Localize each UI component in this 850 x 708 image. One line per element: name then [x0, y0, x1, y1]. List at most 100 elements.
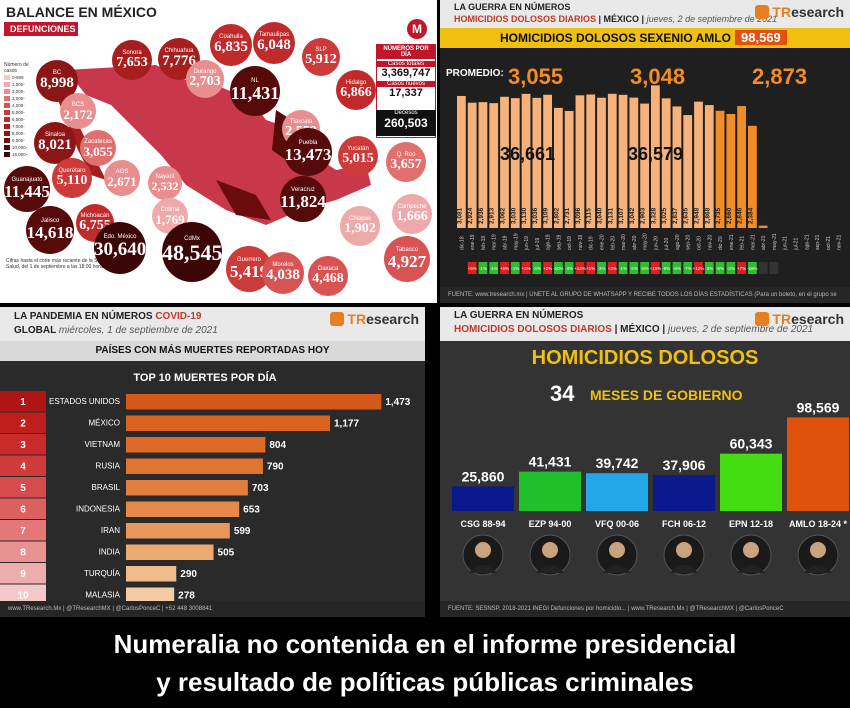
country-bar [126, 566, 177, 582]
daily-bar-value: 3,042 [629, 207, 636, 224]
pct-change-value: -3% [727, 266, 735, 271]
daily-month-label: ene-19 [470, 234, 476, 250]
daily-bar-value: 2,846 [737, 207, 744, 224]
state-name: Edo. México [103, 234, 137, 241]
state-circle: Tamaulipas 6,048 [253, 22, 295, 64]
country-value: 1,177 [334, 419, 359, 430]
state-deaths-value: 2,172 [63, 106, 93, 122]
rank-number: 6 [20, 505, 26, 516]
daily-month-label: abr-21 [761, 235, 767, 250]
pct-change-value: -1% [490, 266, 498, 271]
pct-change-value: +15% [650, 266, 662, 271]
sexenio-header-date: jueves, 2 de septiembre de 2021 [667, 324, 814, 335]
state-deaths-value: 6,866 [340, 84, 372, 100]
sexenio-period-label: EPN 12-18 [729, 519, 773, 529]
country-label: BRASIL [92, 483, 121, 492]
state-name: Hidalgo [345, 79, 367, 86]
country-label: MÉXICO [88, 419, 120, 428]
portrait-suit-icon [670, 565, 698, 573]
state-deaths-value: 14,618 [26, 222, 74, 242]
daily-bar [575, 95, 585, 228]
pct-change-value: +13% [574, 266, 586, 271]
rank-number: 9 [20, 569, 26, 580]
state-circle: BCS 2,172 [60, 93, 96, 129]
pct-change-cell [748, 262, 757, 274]
daily-month-label: feb-20 [610, 236, 616, 250]
daily-bar [694, 101, 703, 228]
daily-bar-value: 3,107 [618, 207, 625, 224]
state-deaths-value: 30,640 [94, 239, 147, 261]
covid-chart-title: TOP 10 MUERTES POR DÍA [133, 371, 276, 384]
country-label: VIETNAM [84, 440, 120, 449]
state-name: Zacatecas [84, 138, 112, 145]
sexenio-bar-value: 98,569 [797, 399, 840, 415]
state-deaths-value: 13,473 [284, 144, 332, 164]
daily-month-label: dic-20 [718, 236, 724, 250]
daily-bar [554, 107, 563, 228]
pct-change-value: -9% [662, 266, 670, 271]
country-label: MALASIA [85, 591, 120, 600]
sexenio-period-label: EZP 94-00 [529, 519, 572, 529]
daily-month-label: jul-20 [664, 238, 670, 251]
country-label: INDONESIA [76, 505, 121, 514]
daily-bar [651, 85, 660, 228]
state-deaths-value: 1,769 [155, 211, 185, 227]
country-bar [126, 394, 382, 410]
state-deaths-value: 4,468 [312, 270, 344, 286]
legend-swatch [4, 89, 10, 94]
pct-change-value: -3% [705, 266, 713, 271]
daily-header-red: HOMICIDIOS DOLOSOS DIARIOS [454, 14, 597, 24]
daily-bar-value: 3,131 [607, 207, 614, 224]
state-circle: Michoacán 6,755 [76, 204, 114, 242]
state-name: Michoacán [80, 213, 110, 220]
legend-item: 0-999 [4, 74, 30, 81]
daily-month-label: may-19 [513, 233, 519, 250]
legend-label: 5,000- [12, 110, 25, 115]
sexenio-bar-value: 60,343 [730, 436, 773, 452]
daily-bar-value: 3,096 [575, 207, 582, 224]
country-value: 653 [243, 505, 260, 516]
state-name: Coahuila [219, 34, 243, 41]
daily-bar-value: 2,903 [640, 207, 647, 224]
daily-month-label: oct-19 [567, 236, 573, 250]
daily-bar [457, 95, 466, 228]
covid-band: PAÍSES CON MÁS MUERTES REPORTADAS HOY [0, 341, 425, 361]
rank-cell [0, 563, 46, 584]
legend-swatch [4, 138, 10, 143]
rank-cell [0, 455, 46, 476]
state-circle: Campeche 1,666 [392, 194, 432, 234]
state-circle: Coahuila 6,835 [210, 24, 252, 66]
portrait-face-icon [542, 542, 558, 558]
legend-swatch [4, 131, 10, 136]
legend-item: 1,000- [4, 81, 30, 88]
daily-total-badge: 98,569 [735, 30, 787, 45]
state-name: Sinaloa [44, 132, 65, 139]
rank-cell [0, 584, 46, 601]
state-name: Sonora [122, 49, 142, 56]
country-label: IRAN [101, 526, 120, 535]
legend-item: 4,000- [4, 102, 30, 109]
daily-bar [715, 110, 725, 228]
state-circle: SLP 5,912 [302, 38, 340, 76]
state-circle: Jalisco 14,618 [26, 206, 74, 254]
daily-month-label: mar-20 [621, 234, 627, 250]
legend-item: 16,000- [4, 151, 30, 158]
tresearch-logo-tr: TR [347, 311, 367, 327]
pct-change-value: -16% [747, 266, 758, 271]
sexenio-bar-value: 25,860 [462, 468, 505, 484]
covid-deaths-map-panel: BALANCE EN MÉXICO DEFUNCIONES M Número d… [0, 0, 437, 303]
daily-bar [607, 93, 617, 228]
legend-swatch [4, 145, 10, 150]
pct-change-value: +1% [586, 266, 595, 271]
daily-month-label: mar-21 [750, 234, 756, 250]
state-circle: Nayarit 2,532 [148, 166, 182, 200]
daily-bar [521, 93, 531, 228]
state-name: Chiapas [348, 215, 371, 222]
state-deaths-value: 5,419 [229, 262, 269, 282]
tresearch-logo: TResearch [330, 311, 419, 327]
state-circle: NL 11,431 [230, 66, 280, 116]
daily-bar-value: 3,109 [543, 207, 550, 224]
pct-change-value: -1% [511, 266, 519, 271]
pct-change-value: +5% [500, 266, 509, 271]
state-name: Tamaulipas [258, 32, 290, 39]
